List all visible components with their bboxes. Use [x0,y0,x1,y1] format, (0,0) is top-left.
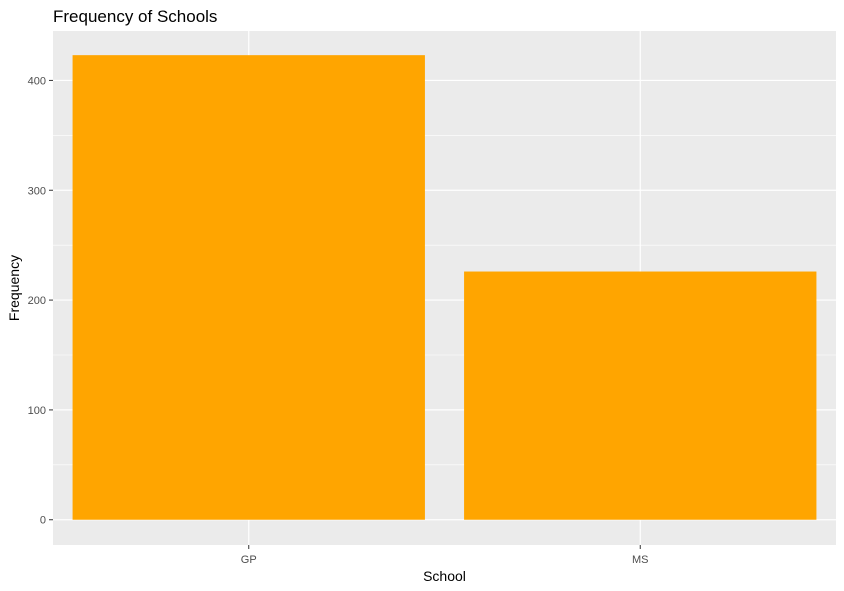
y-tick-label: 200 [28,295,46,307]
x-tick-label: MS [632,554,649,566]
y-axis: 0 100 200 300 400 [28,75,53,527]
y-tick-label: 400 [28,75,46,87]
x-axis-title: School [423,568,466,584]
bar-gp [72,55,425,520]
bar-ms [464,271,817,520]
y-tick-label: 100 [28,405,46,417]
y-tick-label: 300 [28,185,46,197]
x-axis: GP MS [241,545,649,566]
y-axis-title: Frequency [6,255,22,321]
x-tick-label: GP [241,554,257,566]
chart-title: Frequency of Schools [53,7,217,26]
y-tick-label: 0 [40,515,46,527]
bars [72,55,817,520]
